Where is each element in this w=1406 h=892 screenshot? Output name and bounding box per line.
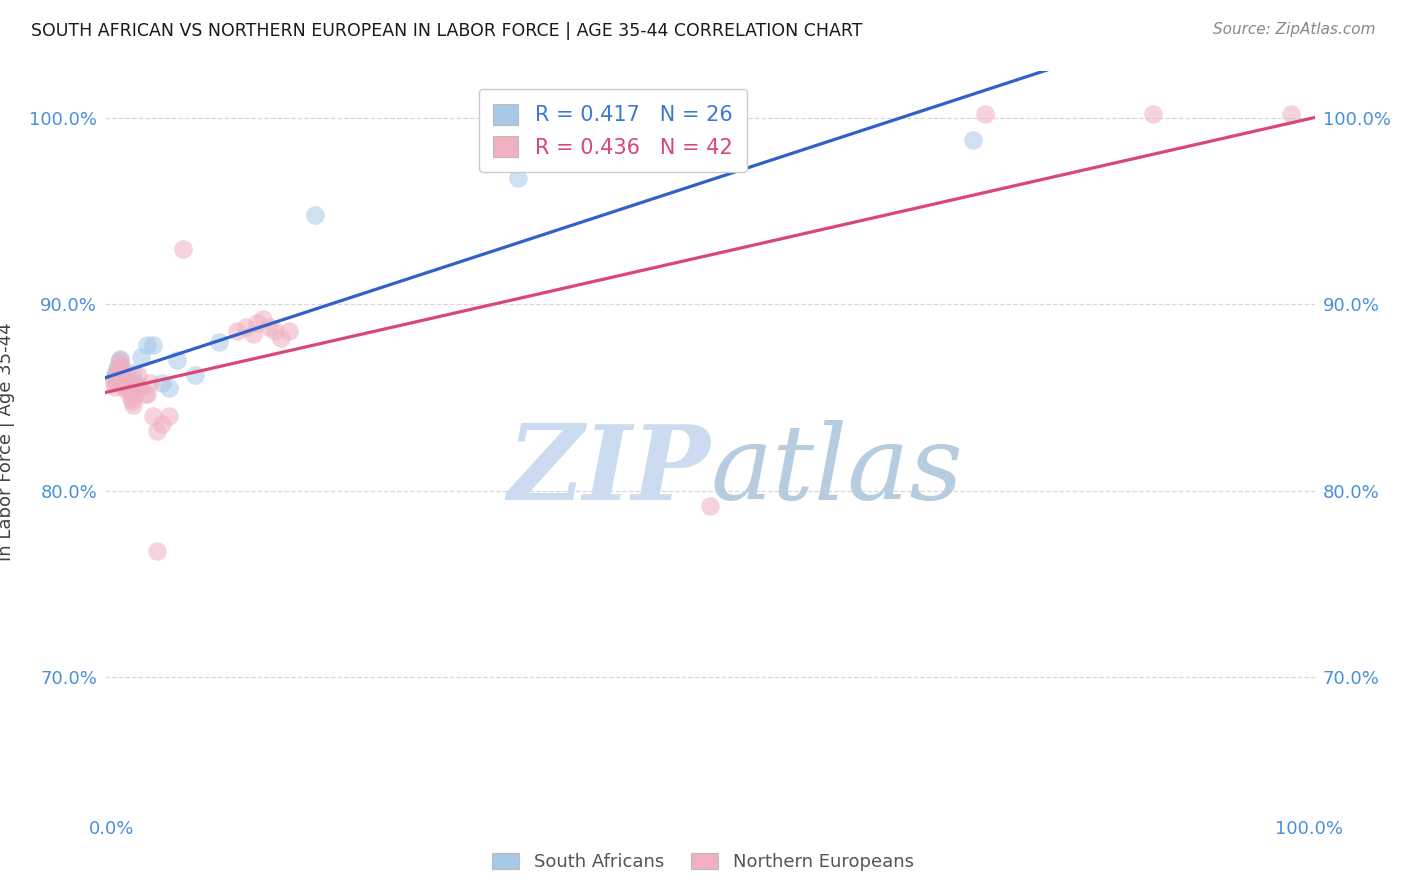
- Point: [124, 387, 146, 401]
- Text: atlas: atlas: [710, 420, 963, 522]
- Point: [127, 379, 149, 393]
- Point: [120, 379, 142, 393]
- Point: [246, 316, 269, 330]
- Point: [103, 376, 125, 390]
- Legend: R = 0.417   N = 26, R = 0.436   N = 42: R = 0.417 N = 26, R = 0.436 N = 42: [478, 89, 747, 172]
- Point: [104, 368, 127, 383]
- Point: [208, 334, 231, 349]
- Point: [134, 387, 156, 401]
- Point: [118, 379, 141, 393]
- Point: [110, 363, 132, 377]
- Point: [157, 381, 180, 395]
- Point: [172, 242, 194, 256]
- Point: [117, 368, 139, 383]
- Point: [226, 324, 249, 338]
- Point: [110, 359, 132, 373]
- Point: [974, 107, 997, 121]
- Point: [112, 377, 135, 392]
- Point: [139, 376, 162, 390]
- Point: [131, 350, 153, 364]
- Point: [107, 355, 129, 369]
- Point: [107, 360, 129, 375]
- Point: [136, 387, 159, 401]
- Point: [1142, 107, 1164, 121]
- Point: [277, 324, 299, 338]
- Point: [107, 359, 129, 373]
- Point: [264, 324, 287, 338]
- Text: ZIP: ZIP: [508, 420, 710, 522]
- Point: [184, 368, 207, 383]
- Point: [699, 499, 721, 513]
- Point: [127, 368, 149, 383]
- Point: [122, 367, 145, 381]
- Point: [962, 133, 984, 147]
- Point: [114, 379, 136, 393]
- Point: [142, 409, 165, 424]
- Point: [111, 376, 134, 390]
- Point: [114, 370, 136, 384]
- Point: [1279, 107, 1302, 121]
- Point: [103, 372, 125, 386]
- Point: [108, 353, 131, 368]
- Point: [136, 338, 159, 352]
- Point: [150, 417, 173, 431]
- Point: [270, 331, 292, 345]
- Point: [235, 319, 257, 334]
- Point: [157, 409, 180, 424]
- Text: Source: ZipAtlas.com: Source: ZipAtlas.com: [1212, 22, 1375, 37]
- Point: [112, 368, 135, 383]
- Point: [122, 398, 145, 412]
- Point: [146, 425, 169, 439]
- Point: [117, 376, 139, 390]
- Point: [166, 353, 188, 368]
- Point: [107, 365, 129, 379]
- Point: [146, 543, 169, 558]
- Point: [105, 372, 128, 386]
- Point: [124, 376, 146, 390]
- Point: [120, 391, 142, 405]
- Point: [150, 376, 173, 390]
- Point: [252, 312, 274, 326]
- Point: [131, 379, 153, 393]
- Legend: South Africans, Northern Europeans: South Africans, Northern Europeans: [485, 846, 921, 879]
- Point: [242, 327, 264, 342]
- Point: [115, 372, 138, 386]
- Point: [104, 379, 127, 393]
- Point: [114, 384, 136, 398]
- Point: [105, 367, 128, 381]
- Point: [121, 394, 143, 409]
- Point: [111, 376, 134, 390]
- Text: SOUTH AFRICAN VS NORTHERN EUROPEAN IN LABOR FORCE | AGE 35-44 CORRELATION CHART: SOUTH AFRICAN VS NORTHERN EUROPEAN IN LA…: [31, 22, 862, 40]
- Point: [108, 351, 131, 366]
- Point: [508, 170, 530, 185]
- Y-axis label: In Labor Force | Age 35-44: In Labor Force | Age 35-44: [0, 322, 15, 561]
- Point: [304, 208, 326, 222]
- Point: [259, 319, 281, 334]
- Point: [142, 338, 165, 352]
